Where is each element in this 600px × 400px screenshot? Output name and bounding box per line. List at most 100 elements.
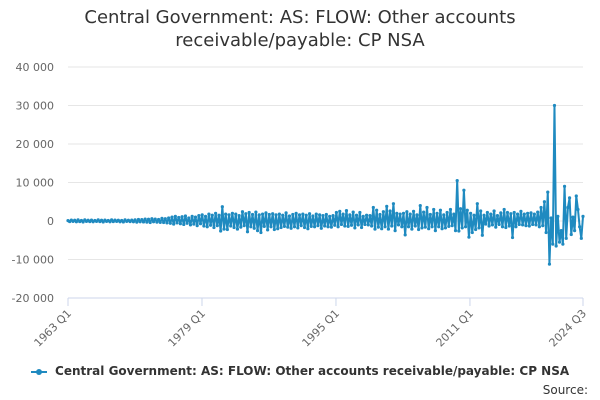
data-point[interactable] bbox=[257, 213, 261, 217]
data-point[interactable] bbox=[427, 227, 431, 231]
data-point[interactable] bbox=[168, 221, 172, 225]
data-point[interactable] bbox=[541, 224, 545, 228]
data-point[interactable] bbox=[316, 224, 320, 228]
data-point[interactable] bbox=[549, 216, 553, 220]
data-point[interactable] bbox=[480, 233, 484, 237]
data-point[interactable] bbox=[417, 227, 421, 232]
data-point[interactable] bbox=[484, 222, 488, 226]
data-point[interactable] bbox=[477, 226, 481, 230]
data-point[interactable] bbox=[291, 212, 295, 217]
data-point[interactable] bbox=[442, 213, 446, 217]
data-point[interactable] bbox=[396, 223, 401, 227]
data-point[interactable] bbox=[162, 220, 166, 225]
data-point[interactable] bbox=[561, 242, 565, 246]
data-point[interactable] bbox=[277, 212, 281, 216]
data-point[interactable] bbox=[405, 210, 409, 214]
data-point[interactable] bbox=[510, 235, 515, 240]
data-point[interactable] bbox=[578, 225, 582, 229]
data-point[interactable] bbox=[212, 225, 216, 230]
data-point[interactable] bbox=[522, 212, 526, 216]
data-point[interactable] bbox=[527, 224, 531, 228]
data-point[interactable] bbox=[219, 229, 223, 233]
data-point[interactable] bbox=[299, 224, 303, 228]
data-point[interactable] bbox=[351, 210, 355, 214]
data-point[interactable] bbox=[542, 200, 547, 204]
data-point[interactable] bbox=[470, 230, 474, 235]
data-point[interactable] bbox=[222, 227, 226, 231]
data-point[interactable] bbox=[445, 210, 449, 215]
data-point[interactable] bbox=[188, 223, 193, 227]
data-point[interactable] bbox=[467, 235, 471, 239]
data-point[interactable] bbox=[338, 209, 342, 213]
data-point[interactable] bbox=[472, 213, 476, 217]
data-point[interactable] bbox=[564, 236, 568, 240]
data-point[interactable] bbox=[229, 224, 233, 228]
data-point[interactable] bbox=[271, 212, 275, 216]
data-point[interactable] bbox=[234, 212, 238, 216]
data-point[interactable] bbox=[205, 225, 209, 229]
data-point[interactable] bbox=[326, 225, 330, 229]
data-point[interactable] bbox=[388, 209, 392, 213]
data-point[interactable] bbox=[353, 226, 357, 230]
data-point[interactable] bbox=[380, 227, 384, 231]
data-point[interactable] bbox=[423, 225, 427, 229]
data-point[interactable] bbox=[500, 225, 505, 229]
data-point[interactable] bbox=[333, 223, 337, 227]
data-point[interactable] bbox=[165, 221, 169, 225]
data-point[interactable] bbox=[393, 229, 397, 233]
data-point[interactable] bbox=[323, 224, 327, 228]
data-point[interactable] bbox=[531, 222, 535, 227]
data-point[interactable] bbox=[495, 214, 500, 218]
data-point[interactable] bbox=[463, 225, 468, 229]
data-point[interactable] bbox=[230, 211, 234, 215]
data-point[interactable] bbox=[437, 225, 441, 229]
data-point[interactable] bbox=[489, 212, 493, 216]
data-point[interactable] bbox=[383, 225, 387, 229]
data-point[interactable] bbox=[359, 225, 364, 230]
data-point[interactable] bbox=[479, 209, 483, 213]
data-point[interactable] bbox=[576, 207, 580, 212]
data-point[interactable] bbox=[302, 225, 307, 230]
data-point[interactable] bbox=[398, 212, 402, 216]
data-point[interactable] bbox=[529, 211, 533, 215]
data-point[interactable] bbox=[465, 208, 469, 212]
data-point[interactable] bbox=[403, 233, 407, 237]
data-point[interactable] bbox=[519, 209, 523, 213]
data-point[interactable] bbox=[235, 227, 240, 231]
data-point[interactable] bbox=[378, 212, 382, 217]
data-point[interactable] bbox=[220, 205, 224, 209]
data-point[interactable] bbox=[469, 211, 473, 215]
data-point[interactable] bbox=[294, 211, 298, 215]
data-point[interactable] bbox=[321, 214, 325, 218]
data-point[interactable] bbox=[366, 223, 370, 227]
data-point[interactable] bbox=[440, 227, 444, 231]
data-point[interactable] bbox=[432, 207, 436, 212]
data-point[interactable] bbox=[264, 211, 268, 215]
data-point[interactable] bbox=[474, 227, 478, 232]
data-point[interactable] bbox=[267, 212, 271, 217]
data-point[interactable] bbox=[240, 210, 245, 214]
data-point[interactable] bbox=[569, 232, 573, 237]
data-point[interactable] bbox=[395, 211, 399, 215]
data-point[interactable] bbox=[319, 226, 323, 230]
data-point[interactable] bbox=[192, 222, 196, 226]
data-point[interactable] bbox=[239, 225, 243, 229]
data-point[interactable] bbox=[358, 210, 362, 215]
data-point[interactable] bbox=[140, 218, 144, 222]
data-point[interactable] bbox=[536, 210, 540, 214]
data-point[interactable] bbox=[178, 222, 182, 226]
data-point[interactable] bbox=[373, 227, 377, 231]
data-point[interactable] bbox=[537, 225, 541, 229]
data-point[interactable] bbox=[494, 225, 498, 229]
data-point[interactable] bbox=[187, 216, 191, 220]
data-point[interactable] bbox=[460, 226, 464, 230]
data-point[interactable] bbox=[269, 225, 273, 229]
data-point[interactable] bbox=[557, 240, 562, 244]
data-point[interactable] bbox=[554, 244, 558, 248]
data-point[interactable] bbox=[200, 213, 204, 217]
data-point[interactable] bbox=[136, 217, 141, 222]
data-point[interactable] bbox=[562, 184, 567, 188]
data-point[interactable] bbox=[215, 224, 219, 228]
data-point[interactable] bbox=[254, 210, 258, 214]
data-point[interactable] bbox=[354, 213, 359, 217]
